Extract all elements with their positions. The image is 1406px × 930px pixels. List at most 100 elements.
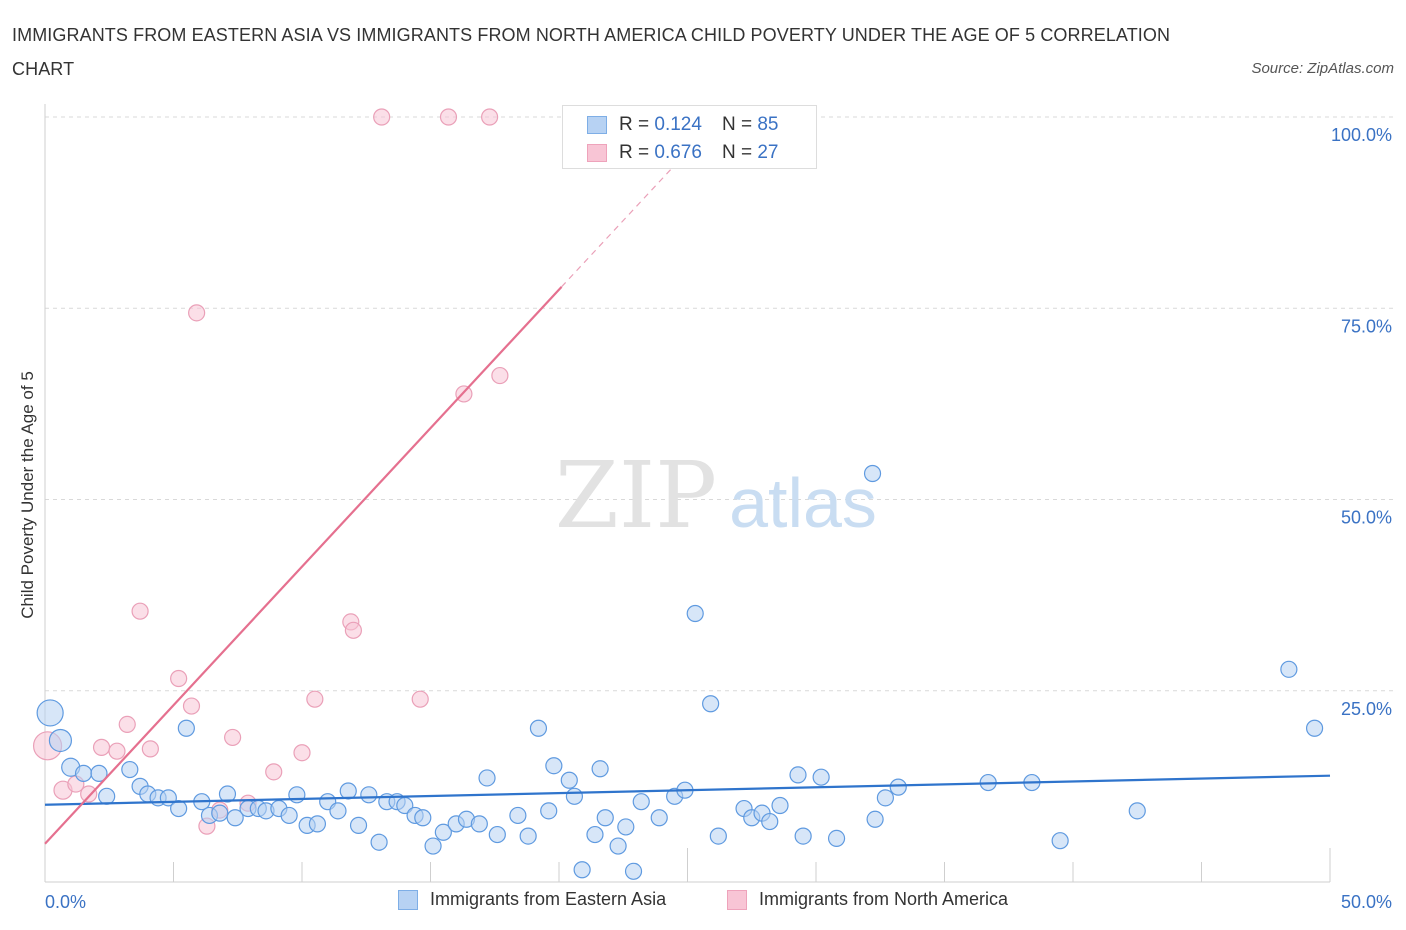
series-north-america [32, 108, 509, 835]
data-point [491, 366, 509, 385]
data-point [108, 742, 126, 760]
data-point [470, 815, 488, 833]
data-point [481, 108, 499, 126]
data-point [344, 621, 362, 639]
data-point [1280, 660, 1298, 678]
data-point [761, 812, 779, 831]
data-point [131, 602, 149, 620]
bottom-legend-swatch-blue [398, 889, 418, 910]
data-point [812, 768, 830, 786]
legend-r-label: R = [619, 114, 650, 135]
data-point [36, 699, 64, 727]
data-point [308, 815, 327, 833]
data-point [411, 690, 429, 708]
data-point [794, 827, 812, 845]
data-point [370, 833, 388, 851]
data-point [519, 827, 537, 845]
data-point [170, 799, 188, 818]
data-point [617, 818, 635, 836]
tick-labels: 25.0% 50.0% 75.0% 100.0% 0.0% 50.0% [45, 125, 1392, 912]
data-point [373, 108, 391, 126]
data-point [560, 771, 578, 789]
data-point [434, 823, 452, 841]
y-tick-label: 25.0% [1341, 699, 1392, 719]
data-point [876, 789, 894, 807]
legend-swatch-blue [587, 116, 607, 134]
data-point [509, 806, 527, 825]
data-point [478, 769, 496, 787]
bottom-legend-swatch-pink [727, 889, 747, 910]
source-label: Source: ZipAtlas.com [1251, 60, 1394, 77]
data-point [771, 796, 789, 815]
data-point [827, 829, 846, 847]
watermark-zip: ZIP [555, 442, 717, 549]
legend-r-label: R = [619, 142, 650, 163]
data-point [90, 764, 108, 782]
data-point [280, 806, 298, 825]
data-point [609, 837, 627, 855]
bottom-legend-eastern-asia: Immigrants from Eastern Asia [398, 889, 666, 910]
data-point [439, 108, 458, 126]
data-point [293, 744, 311, 762]
data-point [141, 740, 159, 758]
data-point [702, 695, 720, 713]
data-point [545, 757, 563, 775]
x-tick-label: 0.0% [45, 892, 86, 912]
data-point [488, 825, 506, 844]
data-point [586, 825, 604, 844]
bottom-legend-north-america: Immigrants from North America [727, 889, 1008, 910]
data-point [74, 764, 93, 782]
data-point [226, 809, 244, 827]
data-point [188, 304, 206, 322]
data-point [414, 809, 432, 827]
legend-row-eastern-asia: R = 0.124 N = 85 [587, 114, 778, 136]
y-tick-label: 100.0% [1331, 125, 1392, 145]
legend-n-label: N = [721, 142, 753, 163]
data-point [265, 763, 283, 781]
legend-r-value: 0.124 [654, 114, 702, 135]
data-point [529, 719, 548, 737]
data-point [182, 697, 201, 715]
data-point [339, 782, 357, 800]
watermark-atlas: atlas [729, 464, 877, 542]
legend-row-north-america: R = 0.676 N = 27 [587, 142, 778, 164]
data-point [306, 690, 324, 708]
data-point [889, 778, 907, 796]
legend-n-value: 27 [757, 142, 779, 163]
data-point [329, 802, 347, 820]
data-point [224, 728, 242, 747]
data-point [591, 760, 609, 778]
data-point [288, 786, 306, 804]
correlation-legend: R = 0.124 N = 85 R = 0.676 N = 27 [562, 105, 817, 169]
trendline-north-america [44, 286, 563, 845]
watermark: ZIP atlas [555, 442, 877, 549]
data-point [80, 785, 98, 803]
data-point [118, 715, 136, 734]
data-point [573, 861, 591, 879]
data-point [1051, 832, 1069, 850]
data-point [866, 810, 884, 828]
data-point [177, 719, 195, 737]
data-point [540, 802, 558, 820]
data-point [1305, 719, 1324, 737]
data-point [1128, 802, 1146, 820]
data-point [218, 785, 237, 803]
legend-n-label: N = [721, 114, 753, 135]
data-point [789, 766, 807, 784]
chart-title: IMMIGRANTS FROM EASTERN ASIA VS IMMIGRAN… [12, 25, 1171, 79]
data-point [565, 787, 584, 805]
gridlines [45, 116, 1396, 692]
y-tick-label: 50.0% [1341, 508, 1392, 528]
legend-swatch-pink [587, 144, 607, 162]
data-point [632, 793, 650, 811]
data-point [121, 760, 139, 779]
bottom-legend-label: Immigrants from North America [759, 889, 1009, 909]
data-point [624, 862, 643, 880]
data-point [92, 738, 111, 756]
data-point [650, 809, 668, 827]
x-tick-label: 50.0% [1341, 892, 1392, 912]
data-point [360, 786, 378, 804]
data-point [863, 464, 882, 483]
data-point [686, 604, 704, 623]
